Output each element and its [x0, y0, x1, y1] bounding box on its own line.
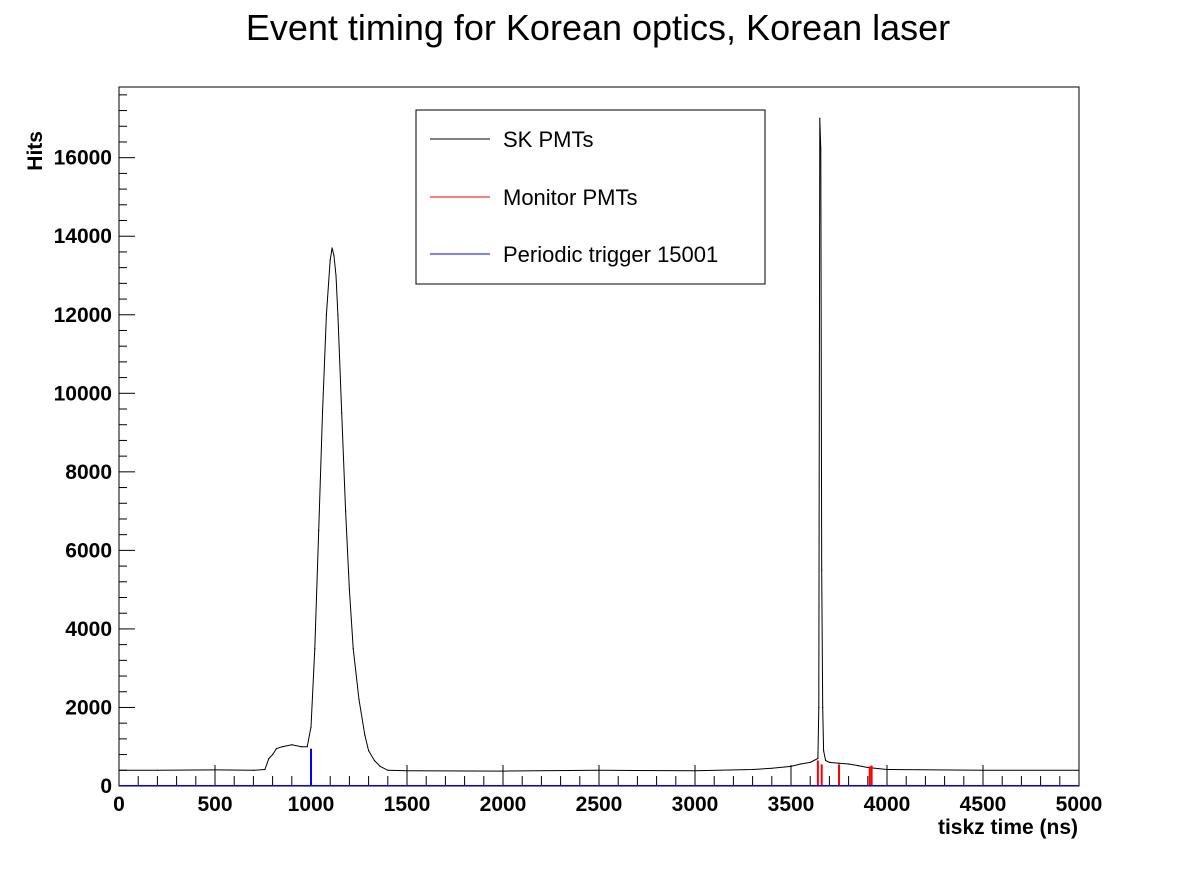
y-tick-label: 14000	[54, 225, 112, 248]
y-tick-label: 8000	[65, 461, 112, 484]
sk-pmts-point	[291, 744, 293, 746]
sk-pmts-point	[329, 259, 331, 261]
sk-pmts-point	[838, 762, 840, 764]
sk-pmts-point	[821, 569, 823, 571]
sk-pmts-point	[352, 648, 354, 650]
sk-pmts-point	[118, 769, 120, 771]
sk-pmts-point	[252, 769, 254, 771]
x-tick-label: 4000	[864, 793, 911, 816]
sk-pmts-point	[272, 754, 274, 756]
sk-pmts-point	[771, 767, 773, 769]
sk-pmts-point	[300, 746, 302, 748]
sk-pmts-point	[275, 748, 277, 750]
sk-pmts-point	[345, 510, 347, 512]
sk-pmts-point	[156, 769, 158, 771]
x-tick-label: 2000	[480, 793, 527, 816]
sk-pmts-point	[828, 761, 831, 764]
series-line-sk-pmts	[119, 118, 1079, 772]
sk-pmts-point	[857, 765, 859, 767]
y-tick-label: 10000	[54, 382, 112, 405]
x-tick-label: 500	[197, 793, 232, 816]
sk-pmts-point	[387, 769, 389, 771]
sk-pmts-point	[379, 765, 381, 768]
sk-pmts-point	[823, 750, 825, 752]
sk-pmts-point	[819, 117, 821, 119]
x-tick-label: 3000	[672, 793, 719, 816]
y-tick-label: 12000	[54, 304, 112, 327]
y-axis-label: Hits	[24, 131, 47, 171]
y-tick-label: 4000	[65, 618, 112, 641]
legend-label-sk-pmts: SK PMTs	[503, 127, 593, 152]
sk-pmts-point	[502, 770, 504, 772]
sk-pmts-point	[1078, 769, 1080, 771]
sk-pmts-point	[337, 314, 339, 316]
sk-pmts-point	[358, 699, 360, 701]
y-axis-ticks: 0 2000 4000 6000 8000 10000 12000 14000 16000	[54, 94, 135, 798]
sk-pmts-point	[598, 769, 600, 771]
sk-pmts-point	[822, 706, 824, 709]
sk-pmts-point	[341, 412, 343, 414]
x-axis-label: tiskz time (ns)	[938, 816, 1078, 839]
x-tick-label: 1500	[384, 793, 431, 816]
sk-pmts-point	[813, 759, 815, 762]
x-tick-label: 2500	[576, 793, 623, 816]
x-tick-label: 5000	[1056, 793, 1103, 816]
series-layer	[118, 117, 1080, 786]
sk-pmts-point	[364, 734, 366, 736]
sk-pmts-point	[373, 759, 375, 762]
sk-pmts-point	[281, 746, 283, 748]
x-axis-ticks: 0 500 1000 1500 2000 2500 3000 3500 4000 4500 5000	[113, 765, 1102, 816]
y-tick-label: 0	[100, 775, 112, 798]
sk-pmts-point	[825, 759, 827, 762]
sk-pmts-point	[368, 750, 370, 752]
sk-pmts-point	[321, 412, 324, 414]
sk-pmts-point	[310, 726, 312, 728]
chart-title: Event timing for Korean optics, Korean l…	[246, 7, 950, 48]
sk-pmts-point	[318, 530, 320, 532]
sk-pmts-point	[335, 274, 337, 277]
legend-label-monitor-pmts: Monitor PMTs	[503, 185, 637, 210]
sk-pmts-point	[867, 766, 869, 769]
sk-pmts-point	[264, 768, 266, 771]
sk-pmts-point	[325, 314, 327, 316]
sk-pmts-point	[268, 757, 270, 760]
sk-pmts-point	[406, 770, 408, 772]
x-tick-label: 1000	[288, 793, 335, 816]
sk-pmts-point	[314, 648, 316, 650]
x-tick-label: 0	[113, 793, 125, 816]
sk-pmts-point	[982, 769, 984, 771]
sk-pmts-point	[820, 149, 822, 151]
sk-pmts-point	[694, 770, 696, 772]
sk-pmts-point	[790, 765, 792, 768]
sk-pmts-point	[214, 769, 216, 771]
legend-label-periodic-trigger: Periodic trigger 15001	[503, 242, 718, 267]
sk-pmts-point	[333, 255, 335, 257]
legend: SK PMTs Monitor PMTs Periodic trigger 15…	[415, 109, 766, 285]
sk-pmts-point	[348, 589, 350, 591]
y-tick-label: 2000	[65, 696, 112, 719]
sk-pmts-point	[306, 746, 308, 748]
sk-pmts-point	[818, 706, 820, 709]
sk-pmts-point	[817, 757, 819, 760]
sk-pmts-point	[809, 761, 811, 764]
sk-pmts-point	[800, 763, 802, 765]
sk-pmts-point	[848, 763, 850, 765]
y-tick-label: 16000	[54, 147, 112, 170]
x-tick-label: 4500	[960, 793, 1007, 816]
x-tick-label: 3500	[768, 793, 815, 816]
sk-pmts-point	[752, 768, 754, 771]
sk-pmts-point	[886, 768, 888, 771]
y-tick-label: 6000	[65, 539, 112, 562]
sk-pmts-point	[331, 247, 333, 249]
